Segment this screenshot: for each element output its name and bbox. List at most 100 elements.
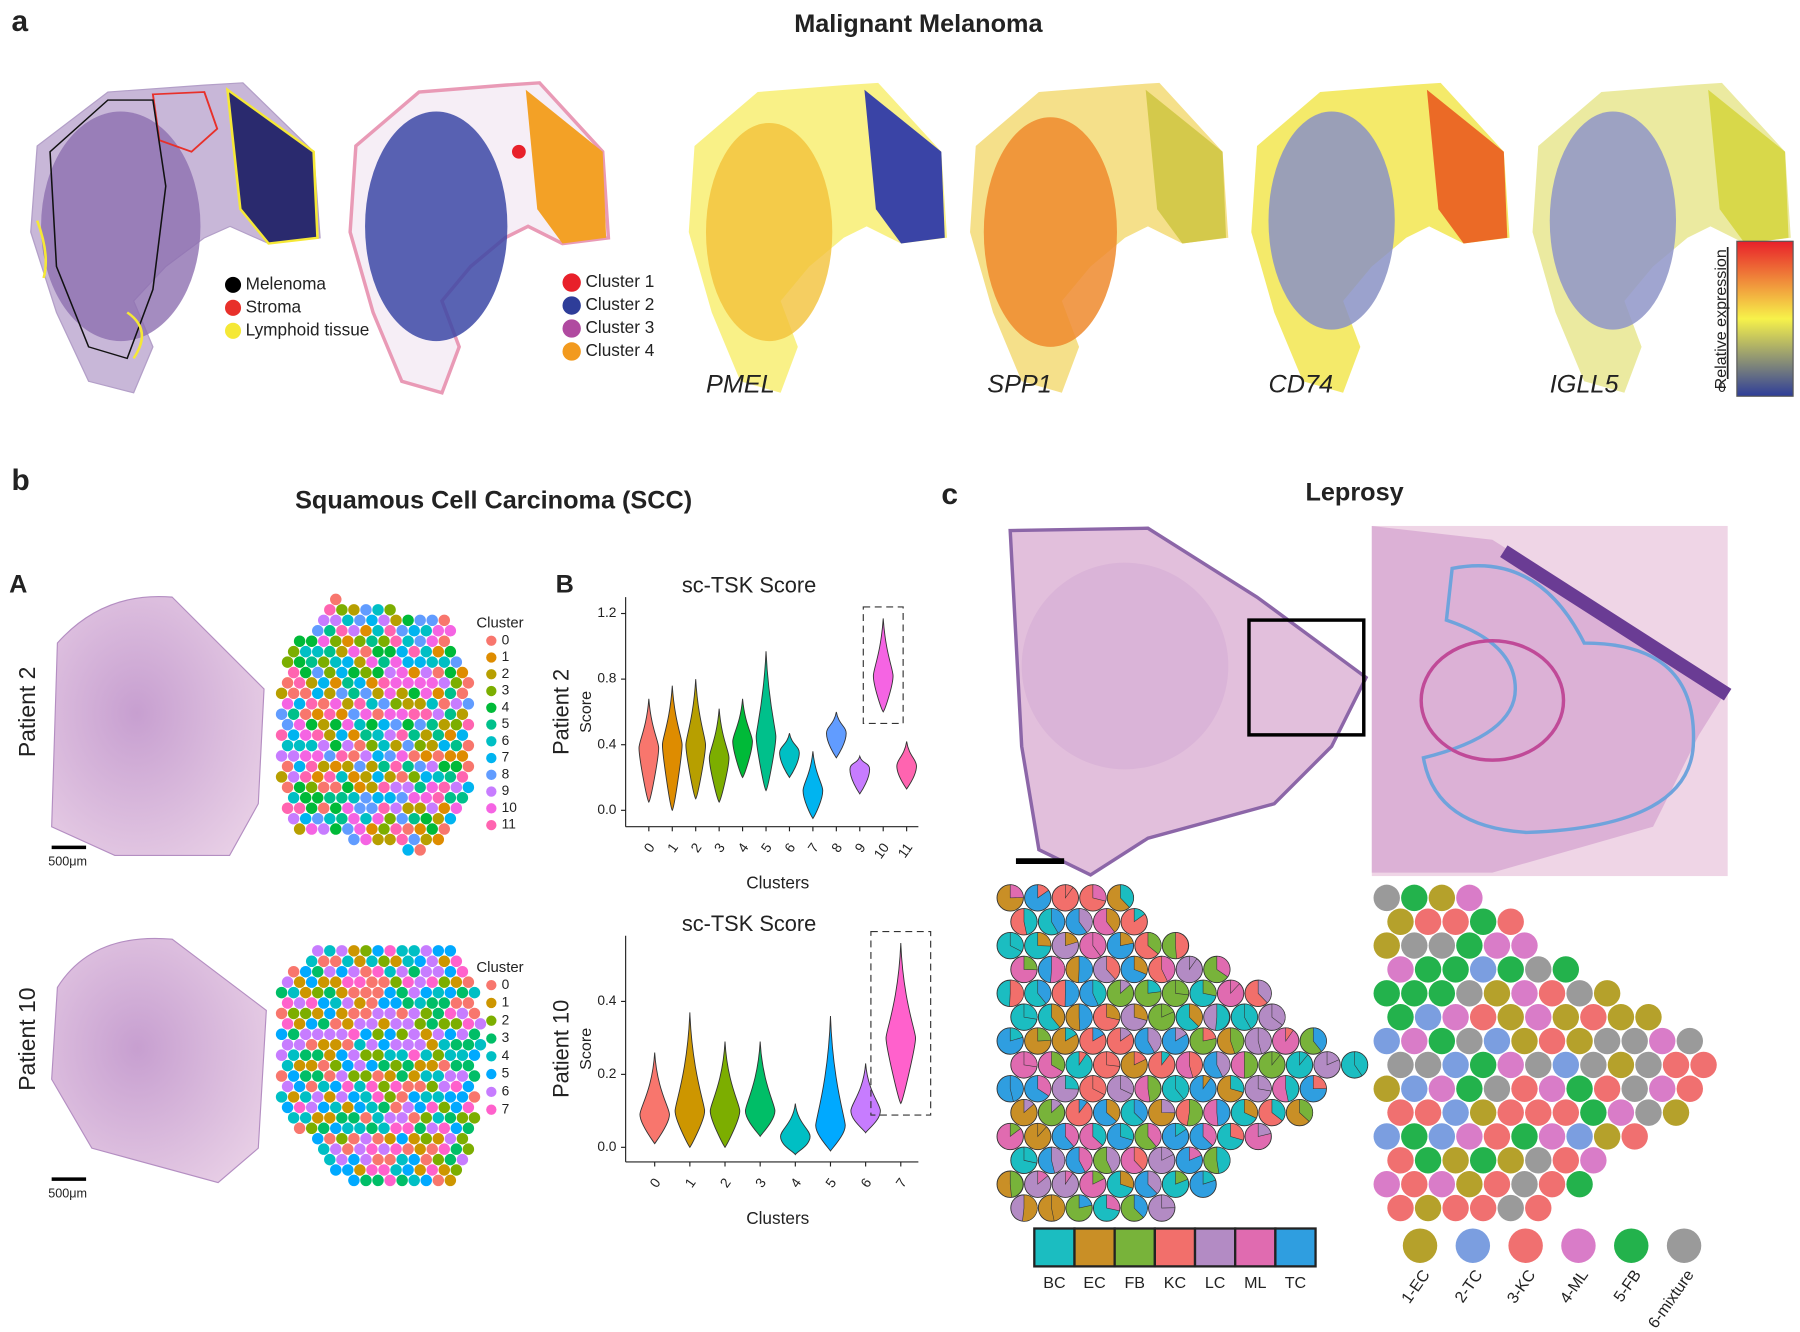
chart-title: sc-TSK Score — [682, 911, 816, 936]
scale-bar-label: 500μm — [48, 1186, 87, 1200]
spot — [426, 1122, 438, 1135]
pie-wedge — [1037, 932, 1052, 947]
violin — [850, 1063, 881, 1134]
spot — [474, 1038, 487, 1051]
cluster-spot — [1566, 1123, 1593, 1150]
spot — [275, 1091, 288, 1103]
cluster-spot — [1497, 1051, 1524, 1079]
spot — [378, 656, 390, 668]
spot — [342, 760, 354, 773]
spot — [354, 698, 366, 710]
cluster-spot — [1593, 1123, 1621, 1150]
spot — [372, 1153, 384, 1166]
spot — [366, 955, 378, 967]
cluster-spot — [1525, 1003, 1552, 1031]
legend-swatch — [486, 702, 497, 713]
spot — [299, 1028, 312, 1041]
spot — [336, 687, 348, 700]
spot — [390, 1018, 402, 1030]
spot — [402, 1080, 414, 1093]
spot — [450, 976, 463, 988]
spot — [372, 1112, 384, 1124]
spot — [420, 645, 432, 658]
spot — [402, 635, 414, 647]
spot — [293, 823, 306, 835]
spot — [420, 945, 432, 957]
spot — [450, 656, 463, 668]
spot — [414, 1143, 426, 1155]
pie-wedge — [1161, 1051, 1171, 1066]
highlight-box — [862, 606, 904, 724]
spot — [408, 833, 420, 846]
spot — [366, 718, 378, 731]
spot — [360, 965, 372, 978]
spot — [438, 677, 450, 689]
spot — [366, 823, 378, 835]
spot — [275, 1070, 288, 1082]
spot — [287, 1028, 300, 1041]
spot — [336, 729, 348, 741]
tissue-image — [51, 595, 265, 856]
spot — [444, 792, 457, 804]
cluster-spot — [1511, 1123, 1538, 1150]
spot — [293, 760, 306, 773]
spot — [342, 802, 354, 814]
spot — [336, 812, 348, 825]
cluster-spot — [1621, 1075, 1648, 1102]
spot — [330, 614, 342, 627]
spot — [420, 1028, 432, 1041]
pie-wedge — [1271, 1099, 1286, 1122]
spot — [305, 1038, 318, 1051]
spot — [299, 1007, 312, 1020]
cluster-spot — [1580, 1051, 1607, 1079]
spot — [336, 1112, 348, 1124]
spot — [299, 965, 312, 978]
spot — [456, 1153, 469, 1166]
spot — [420, 1132, 432, 1145]
spot — [336, 1049, 348, 1061]
scale-bar-label: 500μm — [48, 855, 87, 869]
spot — [312, 1112, 324, 1124]
spot — [450, 1080, 463, 1093]
spot — [293, 1038, 306, 1051]
spot — [305, 635, 318, 647]
spot — [456, 1049, 469, 1061]
spot — [293, 635, 306, 647]
pie-wedge — [1299, 1051, 1309, 1066]
spot — [305, 955, 318, 967]
cluster-spot — [1552, 1003, 1580, 1031]
legend-label: 5 — [502, 1066, 510, 1081]
spot — [360, 771, 372, 783]
spot — [390, 718, 402, 731]
spot — [438, 718, 450, 731]
legend-label: FB — [1124, 1274, 1145, 1292]
spot — [420, 1049, 432, 1061]
spot — [426, 1038, 438, 1051]
spot — [336, 1153, 348, 1166]
spot — [348, 666, 360, 679]
x-tick-label: 9 — [852, 840, 869, 855]
spot — [281, 677, 294, 689]
spot — [348, 729, 360, 741]
spot — [402, 844, 414, 856]
pie-wedge — [1037, 1027, 1052, 1042]
spot — [390, 1101, 402, 1114]
violin — [872, 618, 894, 713]
pie-wedge — [1120, 1027, 1132, 1042]
spot — [312, 1070, 324, 1082]
spot — [408, 1174, 420, 1187]
spot — [360, 666, 372, 679]
spot — [366, 1080, 378, 1093]
pie-wedge — [1175, 1075, 1190, 1100]
spot — [402, 1101, 414, 1114]
cluster-spot — [1593, 980, 1621, 1007]
cluster-spot — [1676, 1075, 1703, 1102]
spot — [324, 708, 336, 720]
spot — [456, 986, 469, 999]
spot — [390, 1122, 402, 1135]
spot — [348, 1070, 360, 1082]
spot — [336, 645, 348, 658]
legend-swatch — [1666, 1228, 1702, 1263]
spot — [456, 708, 469, 720]
spot — [450, 718, 463, 731]
